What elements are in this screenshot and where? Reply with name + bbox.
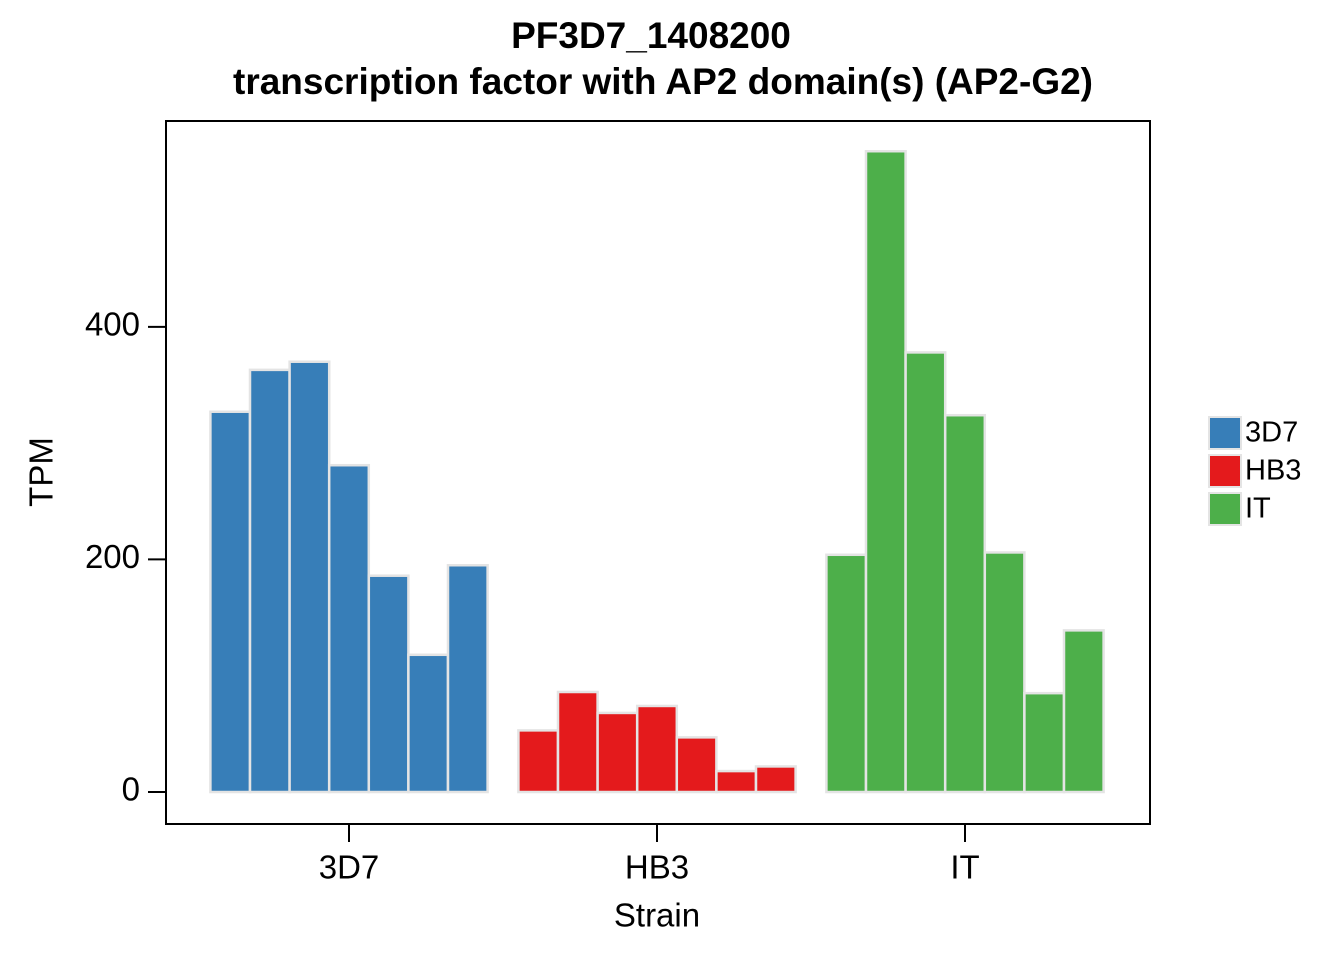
- bar: [675, 736, 718, 794]
- bar: [288, 360, 331, 794]
- bar: [367, 574, 410, 794]
- bar: [1023, 691, 1066, 794]
- y-tick-label: 0: [122, 771, 140, 808]
- bar: [754, 765, 797, 794]
- legend-label: IT: [1245, 493, 1271, 525]
- legend-key: [1208, 454, 1242, 488]
- bar: [635, 704, 679, 794]
- legend-label: 3D7: [1245, 417, 1298, 449]
- legend-key: [1208, 416, 1242, 450]
- bar: [864, 149, 907, 794]
- x-tick-label: HB3: [625, 849, 689, 886]
- bar: [209, 410, 252, 794]
- x-tick-label: 3D7: [319, 849, 380, 886]
- bar: [407, 653, 450, 794]
- chart-title: PF3D7_1408200: [511, 15, 791, 56]
- bar: [517, 729, 560, 794]
- bar: [983, 551, 1026, 794]
- bar: [904, 351, 947, 794]
- bar: [446, 563, 489, 794]
- bar: [825, 553, 868, 794]
- x-tick-label: IT: [950, 849, 979, 886]
- legend-key: [1208, 492, 1242, 526]
- bar: [943, 413, 987, 794]
- bar: [327, 463, 371, 794]
- x-axis-label: Strain: [614, 897, 700, 934]
- bar: [715, 769, 758, 794]
- bar: [596, 711, 639, 794]
- y-tick-label: 400: [85, 306, 140, 343]
- chart-subtitle: transcription factor with AP2 domain(s) …: [233, 61, 1093, 102]
- bar: [556, 690, 599, 794]
- legend-label: HB3: [1245, 455, 1301, 487]
- y-tick-label: 200: [85, 538, 140, 575]
- y-axis-label: TPM: [23, 437, 60, 507]
- bar: [1062, 629, 1105, 794]
- bar: [248, 368, 291, 794]
